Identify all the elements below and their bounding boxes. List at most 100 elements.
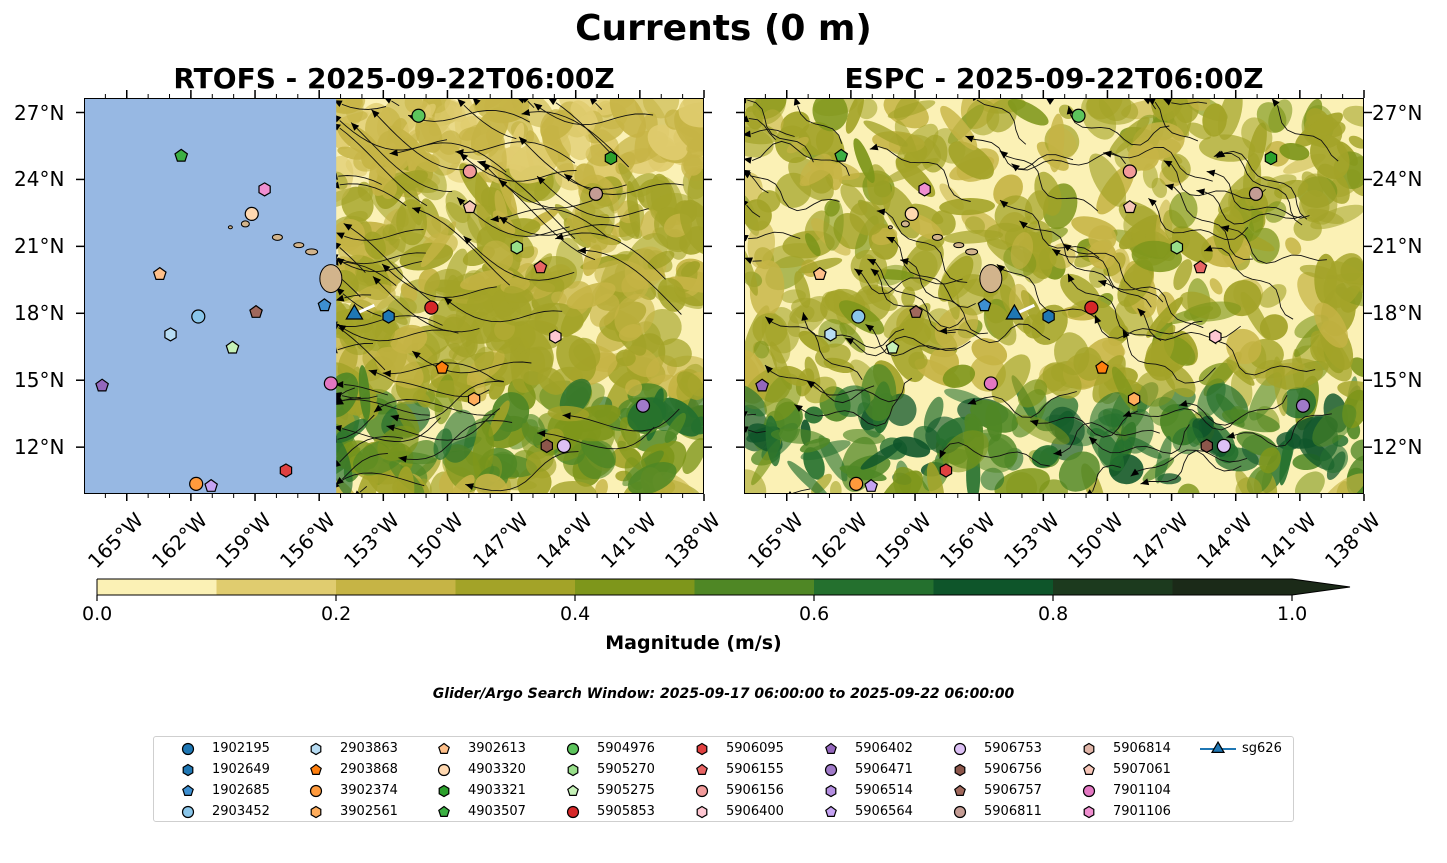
legend-marker[interactable] bbox=[438, 742, 450, 754]
float-marker-4903321[interactable] bbox=[1264, 150, 1278, 166]
float-marker-5906095[interactable] bbox=[279, 463, 293, 478]
float-marker-7901104[interactable] bbox=[323, 376, 338, 391]
legend-marker[interactable] bbox=[1083, 805, 1095, 819]
legend-marker[interactable] bbox=[1083, 763, 1095, 775]
legend-marker[interactable] bbox=[310, 742, 322, 756]
float-marker-5906400[interactable] bbox=[549, 329, 562, 344]
glider-marker-sg626[interactable] bbox=[1005, 303, 1024, 320]
legend-marker[interactable] bbox=[954, 763, 966, 777]
legend-marker[interactable] bbox=[825, 805, 837, 817]
float-marker-5906156[interactable] bbox=[462, 164, 477, 179]
float-marker-5906471[interactable] bbox=[1295, 398, 1311, 413]
float-marker-5906564[interactable] bbox=[864, 478, 879, 492]
float-marker-5905275[interactable] bbox=[885, 340, 900, 354]
float-marker-2903863[interactable] bbox=[164, 327, 177, 342]
legend-marker-icon bbox=[182, 784, 194, 796]
float-marker-5906402[interactable] bbox=[755, 378, 770, 392]
float-marker-4903320[interactable] bbox=[904, 206, 919, 221]
float-marker-5906756[interactable] bbox=[1200, 438, 1213, 454]
float-marker-3902561[interactable] bbox=[467, 391, 481, 407]
float-marker-5906402[interactable] bbox=[95, 378, 110, 392]
float-marker-7901106[interactable] bbox=[258, 182, 271, 197]
float-marker-5907061[interactable] bbox=[462, 199, 477, 214]
float-marker-4903320[interactable] bbox=[244, 206, 259, 221]
legend-marker[interactable] bbox=[1083, 742, 1095, 756]
float-marker-4903507[interactable] bbox=[834, 148, 849, 162]
legend-marker[interactable] bbox=[182, 784, 194, 796]
float-marker-5906756[interactable] bbox=[540, 438, 553, 454]
float-marker-4903507[interactable] bbox=[174, 148, 189, 162]
float-marker-2903863[interactable] bbox=[824, 327, 837, 342]
legend-marker[interactable] bbox=[825, 784, 837, 798]
float-marker-5906155[interactable] bbox=[533, 260, 548, 274]
legend-marker[interactable] bbox=[1082, 784, 1096, 798]
legend-marker[interactable] bbox=[567, 763, 579, 777]
float-marker-2903452[interactable] bbox=[191, 309, 206, 324]
legend-marker[interactable] bbox=[825, 742, 837, 754]
legend-marker[interactable] bbox=[953, 805, 967, 819]
float-marker-5904976[interactable] bbox=[1071, 108, 1086, 123]
legend-marker[interactable] bbox=[309, 784, 323, 798]
float-marker-5906400[interactable] bbox=[1209, 329, 1222, 344]
float-marker-7901104[interactable] bbox=[983, 376, 998, 391]
latitude-label: 12°N bbox=[1372, 435, 1423, 460]
legend-marker[interactable] bbox=[438, 784, 450, 798]
legend-marker[interactable] bbox=[181, 742, 195, 756]
float-marker-5906753[interactable] bbox=[556, 438, 571, 454]
float-marker-5906155[interactable] bbox=[1193, 260, 1208, 274]
legend-marker[interactable] bbox=[181, 805, 195, 819]
float-marker-2903868[interactable] bbox=[1095, 360, 1109, 374]
legend-marker[interactable] bbox=[310, 805, 322, 819]
float-marker-5905853[interactable] bbox=[1084, 300, 1099, 315]
float-marker-5905275[interactable] bbox=[225, 340, 240, 354]
legend-marker[interactable] bbox=[696, 742, 708, 756]
float-marker-5906564[interactable] bbox=[204, 478, 219, 492]
float-marker-3902561[interactable] bbox=[1127, 391, 1141, 407]
float-marker-1902685[interactable] bbox=[977, 298, 992, 312]
legend-marker[interactable] bbox=[954, 784, 966, 796]
float-marker-5906753[interactable] bbox=[1216, 438, 1231, 454]
glider-marker-sg626[interactable] bbox=[345, 303, 364, 320]
legend-marker[interactable] bbox=[437, 763, 451, 777]
float-marker-5906471[interactable] bbox=[635, 398, 651, 413]
float-marker-3902374[interactable] bbox=[849, 476, 864, 491]
legend-marker[interactable] bbox=[695, 784, 709, 798]
float-marker-5906757[interactable] bbox=[909, 304, 923, 318]
longitude-label: 162°W bbox=[146, 508, 212, 574]
float-marker-5906811[interactable] bbox=[1248, 186, 1264, 201]
legend-marker[interactable] bbox=[567, 784, 579, 796]
legend-marker-icon bbox=[1083, 805, 1095, 819]
legend-marker[interactable] bbox=[696, 805, 708, 819]
legend-marker[interactable] bbox=[566, 805, 580, 819]
float-marker-1902649[interactable] bbox=[1042, 309, 1055, 324]
float-marker-3902374[interactable] bbox=[189, 476, 204, 491]
float-marker-4903321[interactable] bbox=[604, 150, 618, 166]
legend-marker[interactable] bbox=[310, 763, 322, 775]
legend-label: 5905853 bbox=[597, 804, 655, 819]
legend-marker[interactable] bbox=[696, 763, 708, 775]
float-marker-5905270[interactable] bbox=[510, 240, 524, 255]
legend-marker[interactable] bbox=[824, 763, 838, 777]
float-marker-3902613[interactable] bbox=[812, 266, 827, 280]
float-marker-5906811[interactable] bbox=[588, 186, 604, 201]
legend-marker[interactable] bbox=[953, 742, 967, 756]
float-marker-5906095[interactable] bbox=[939, 463, 953, 478]
float-marker-3902613[interactable] bbox=[152, 266, 167, 280]
espc-map-panel[interactable] bbox=[744, 98, 1364, 494]
float-marker-5905270[interactable] bbox=[1170, 240, 1184, 255]
float-marker-1902649[interactable] bbox=[382, 309, 395, 324]
float-marker-7901106[interactable] bbox=[918, 182, 931, 197]
rtofs-map-panel[interactable] bbox=[84, 98, 704, 494]
legend-marker[interactable] bbox=[438, 805, 450, 817]
float-marker-2903452[interactable] bbox=[851, 309, 866, 324]
float-marker-1902685[interactable] bbox=[317, 298, 332, 312]
legend-marker[interactable] bbox=[182, 763, 194, 777]
legend-marker[interactable] bbox=[566, 742, 580, 756]
float-marker-5904976[interactable] bbox=[411, 108, 426, 123]
float-marker-5906757[interactable] bbox=[249, 304, 263, 318]
float-marker-5905853[interactable] bbox=[424, 300, 439, 315]
float-marker-5906156[interactable] bbox=[1122, 164, 1137, 179]
legend-marker[interactable] bbox=[1210, 740, 1226, 753]
float-marker-5907061[interactable] bbox=[1122, 199, 1137, 214]
float-marker-2903868[interactable] bbox=[435, 360, 449, 374]
